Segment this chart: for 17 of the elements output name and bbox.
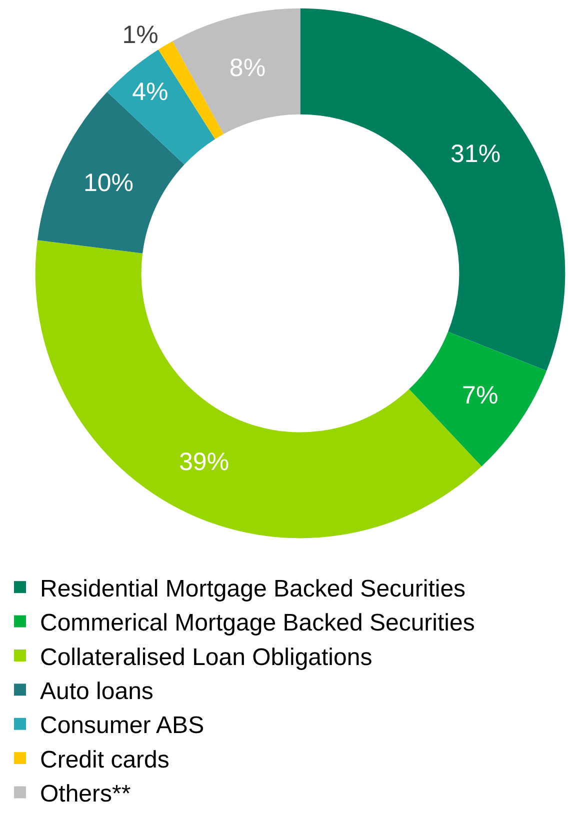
donut-slice bbox=[409, 332, 547, 466]
data-label: 1% bbox=[122, 20, 158, 49]
legend-label: Auto loans bbox=[40, 678, 154, 706]
donut-slice bbox=[300, 8, 566, 371]
legend-label: Residential Mortgage Backed Securities bbox=[40, 575, 466, 602]
data-label: 4% bbox=[132, 78, 168, 106]
donut-slice bbox=[107, 50, 216, 164]
legend-label: Others** bbox=[40, 780, 131, 808]
legend-label: Credit cards bbox=[40, 746, 170, 774]
data-label: 31% bbox=[450, 140, 501, 168]
legend-label: Commerical Mortgage Backed Securities bbox=[40, 610, 475, 637]
data-label: 7% bbox=[462, 382, 498, 410]
data-label: 39% bbox=[179, 448, 230, 476]
data-label: 10% bbox=[83, 169, 134, 198]
legend-label: Collateralised Loan Obligations bbox=[40, 644, 372, 671]
donut-slice bbox=[172, 8, 300, 134]
data-label: 8% bbox=[229, 54, 266, 82]
